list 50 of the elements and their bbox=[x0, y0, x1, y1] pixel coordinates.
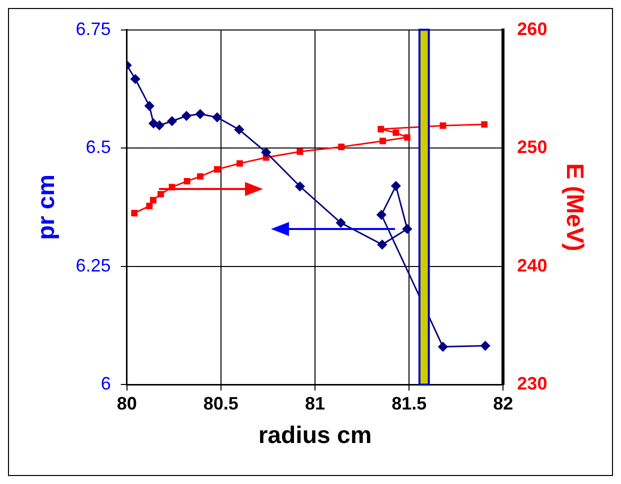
point bbox=[376, 210, 386, 220]
point bbox=[336, 218, 346, 228]
point bbox=[440, 122, 446, 129]
point bbox=[296, 148, 304, 155]
point bbox=[130, 74, 140, 84]
point bbox=[150, 196, 156, 204]
point bbox=[392, 129, 400, 136]
point bbox=[480, 341, 490, 351]
point bbox=[154, 120, 164, 130]
point bbox=[236, 160, 243, 167]
point bbox=[377, 240, 387, 250]
y2-tick-label: 250 bbox=[517, 137, 548, 158]
x-tick-label: 81.5 bbox=[392, 393, 427, 414]
point bbox=[212, 112, 222, 122]
x-tick-label: 82 bbox=[493, 393, 514, 414]
point bbox=[402, 224, 412, 234]
point bbox=[157, 190, 164, 198]
point bbox=[481, 121, 488, 128]
x-tick-label: 81 bbox=[304, 393, 326, 414]
point bbox=[338, 144, 345, 150]
point bbox=[261, 148, 271, 158]
point bbox=[380, 138, 386, 144]
point bbox=[391, 181, 401, 191]
point bbox=[234, 124, 244, 134]
x-tick-label: 80.5 bbox=[203, 393, 238, 414]
y2-tick-label: 230 bbox=[517, 374, 548, 394]
point bbox=[195, 109, 205, 119]
x-tick-label: 80 bbox=[116, 393, 137, 414]
point bbox=[378, 126, 384, 132]
point bbox=[404, 134, 410, 141]
point bbox=[144, 101, 154, 111]
y-tick-label: 6.75 bbox=[76, 18, 111, 39]
y-tick-label: 6.5 bbox=[86, 137, 111, 158]
point bbox=[214, 166, 220, 173]
y2-axis-title: E (MeV) bbox=[560, 163, 588, 252]
y-axis-title: pr cm bbox=[33, 174, 60, 240]
point bbox=[167, 116, 177, 126]
point bbox=[438, 342, 448, 352]
point bbox=[182, 111, 192, 121]
point bbox=[196, 173, 204, 180]
y-tick-label: 6 bbox=[100, 374, 111, 394]
point bbox=[131, 210, 138, 216]
point bbox=[295, 182, 305, 192]
y2-tick-label: 260 bbox=[517, 18, 548, 39]
x-axis-title: radius cm bbox=[258, 422, 372, 450]
point bbox=[148, 118, 158, 128]
point bbox=[146, 202, 153, 210]
point bbox=[184, 178, 190, 184]
y-tick-label: 6.25 bbox=[76, 255, 111, 276]
y2-tick-label: 240 bbox=[517, 255, 548, 276]
